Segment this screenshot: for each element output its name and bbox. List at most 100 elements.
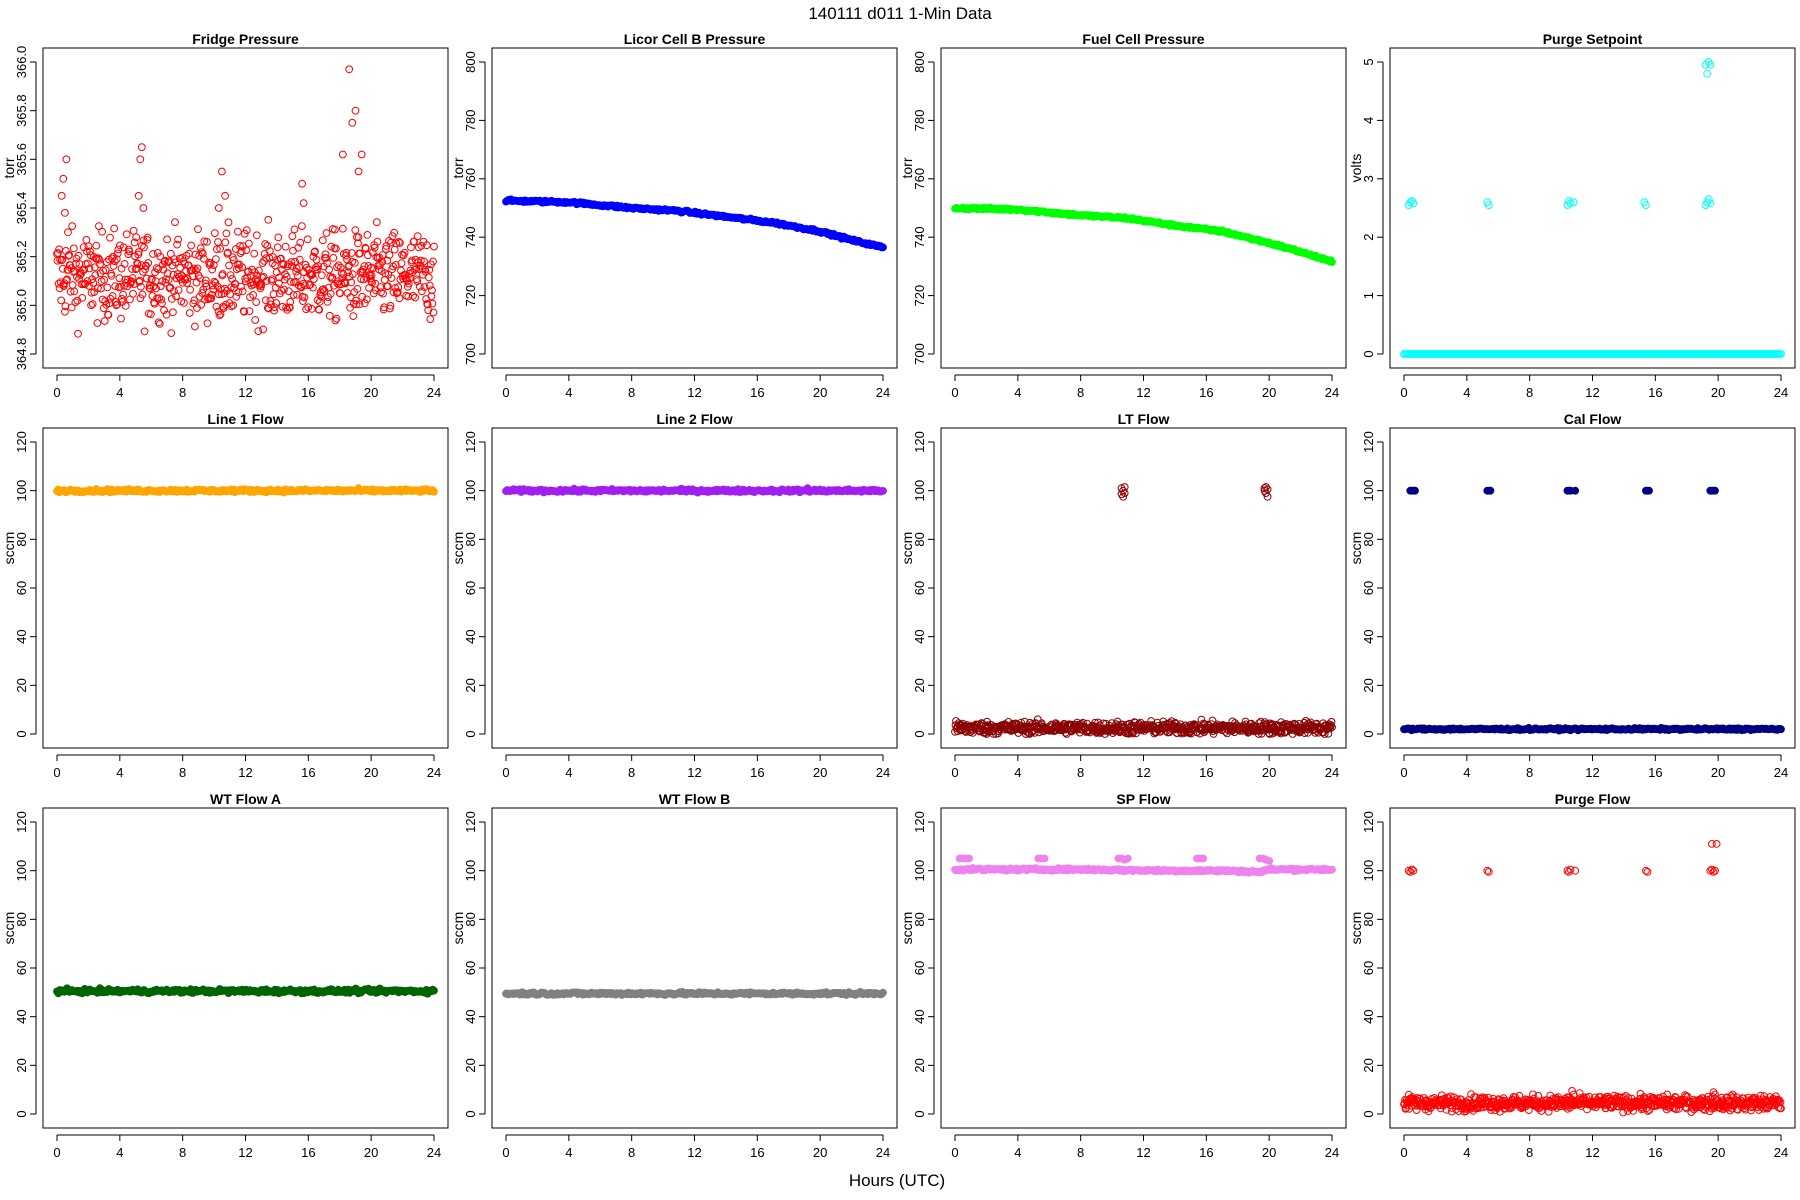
- data-point: [803, 484, 812, 493]
- data-point: [430, 242, 438, 251]
- x-tick-label: 16: [301, 385, 315, 400]
- data-point: [180, 275, 189, 283]
- y-tick-label: 365.0: [14, 289, 29, 322]
- plot-frame: [1389, 427, 1796, 749]
- y-tick-label: 40: [1361, 1009, 1376, 1023]
- x-tick-label: 8: [1526, 385, 1533, 400]
- y-tick-label: 40: [14, 629, 29, 643]
- data-point: [1703, 69, 1712, 78]
- data-point: [130, 280, 139, 289]
- data-point: [114, 245, 123, 254]
- data-point: [64, 228, 72, 237]
- data-point: [226, 271, 235, 280]
- y-tick-label: 120: [463, 811, 478, 833]
- y-tick-label: 20: [463, 678, 478, 692]
- x-tick-label: 8: [628, 1145, 635, 1160]
- y-tick-label: 40: [463, 629, 478, 643]
- x-tick-label: 12: [687, 385, 701, 400]
- data-point: [221, 300, 230, 309]
- data-point: [322, 254, 330, 262]
- data-points: [502, 484, 887, 497]
- data-point: [117, 314, 125, 323]
- x-tick-label: 20: [1262, 765, 1276, 780]
- data-point: [318, 236, 327, 245]
- data-point: [390, 245, 399, 254]
- data-point: [238, 287, 247, 296]
- data-point: [302, 263, 311, 272]
- data-point: [400, 248, 409, 257]
- data-point: [347, 249, 356, 257]
- data-point: [430, 986, 438, 995]
- data-point: [404, 279, 413, 288]
- data-point: [237, 282, 245, 291]
- data-points: [53, 65, 438, 338]
- y-tick-label: 760: [463, 168, 478, 190]
- y-tick-label: 120: [463, 431, 478, 453]
- data-point: [170, 287, 178, 296]
- data-point: [169, 308, 177, 317]
- y-tick-label: 80: [912, 532, 927, 546]
- data-point: [430, 488, 438, 496]
- data-point: [116, 241, 124, 250]
- data-point: [72, 259, 80, 268]
- data-point: [270, 303, 279, 312]
- x-tick-label: 20: [1262, 1145, 1276, 1160]
- data-point: [355, 300, 364, 309]
- data-point: [353, 285, 362, 293]
- x-tick-label: 20: [1711, 765, 1725, 780]
- data-point: [240, 307, 249, 316]
- data-point: [102, 258, 111, 267]
- plot-frame: [42, 807, 449, 1129]
- panel-title: SP Flow: [1116, 791, 1170, 807]
- data-point: [190, 296, 199, 305]
- data-point: [346, 293, 355, 302]
- data-point: [303, 235, 312, 244]
- panel-title: Licor Cell B Pressure: [624, 31, 766, 47]
- x-tick-label: 0: [502, 385, 509, 400]
- x-tick-label: 16: [301, 765, 315, 780]
- x-tick-label: 4: [1014, 385, 1021, 400]
- x-tick-label: 16: [1648, 1145, 1662, 1160]
- data-point: [134, 191, 143, 200]
- data-point: [348, 118, 357, 127]
- y-tick-label: 80: [463, 532, 478, 546]
- y-tick-label: 740: [912, 226, 927, 248]
- x-tick-label: 12: [238, 385, 252, 400]
- panel-title: Fridge Pressure: [192, 31, 299, 47]
- panel-title: Line 2 Flow: [656, 411, 732, 427]
- data-point: [298, 179, 307, 188]
- y-tick-label: 700: [912, 343, 927, 365]
- data-point: [301, 281, 309, 290]
- data-point: [138, 241, 146, 250]
- data-point: [224, 248, 232, 257]
- data-point: [879, 487, 887, 495]
- y-tick-label: 780: [912, 110, 927, 132]
- x-tick-label: 12: [1585, 385, 1599, 400]
- y-tick-label: 4: [1361, 117, 1376, 124]
- data-point: [187, 241, 196, 250]
- x-tick-label: 16: [301, 1145, 315, 1160]
- data-points: [502, 195, 887, 252]
- data-points: [502, 988, 887, 999]
- data-point: [140, 243, 148, 252]
- y-tick-label: 365.4: [14, 192, 29, 225]
- data-point: [165, 284, 174, 293]
- data-point: [133, 260, 142, 269]
- plot-frame: [491, 807, 898, 1129]
- data-point: [99, 266, 107, 275]
- data-point: [174, 235, 183, 244]
- x-tick-label: 0: [1400, 765, 1407, 780]
- data-point: [198, 249, 207, 258]
- data-point: [338, 224, 347, 233]
- y-tick-label: 364.8: [14, 338, 29, 371]
- y-tick-label: 80: [14, 912, 29, 926]
- data-point: [141, 265, 150, 274]
- data-point: [273, 255, 282, 264]
- y-tick-label: 120: [912, 431, 927, 453]
